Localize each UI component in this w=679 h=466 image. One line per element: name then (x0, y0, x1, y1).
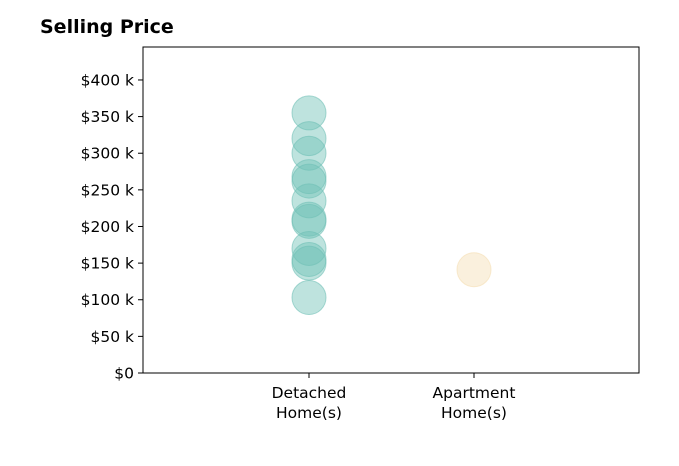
data-point (291, 159, 327, 195)
data-point (456, 252, 492, 288)
data-point (291, 245, 327, 281)
y-tick-label: $100 k (81, 291, 134, 309)
x-tick-label: Detached Home(s) (272, 384, 347, 422)
y-axis: $0 $50 k $100 k $150 k $200 k $250 k $300 k $35… (81, 71, 143, 383)
y-tick-label: $150 k (81, 255, 134, 273)
data-point (291, 280, 327, 316)
data-point (291, 183, 327, 219)
data-point (291, 203, 327, 239)
data-point (291, 230, 327, 266)
plot-frame (142, 46, 640, 374)
y-tick-label: $0 (114, 365, 134, 383)
data-point (291, 163, 327, 199)
data-point (291, 95, 327, 131)
chart-title: Selling Price (40, 16, 174, 38)
y-tick-label: $200 k (81, 218, 134, 236)
y-tick-label: $400 k (81, 71, 134, 89)
y-tick-label: $50 k (91, 328, 135, 346)
y-tick-label: $250 k (81, 181, 134, 199)
x-tick-label: Apartment Home(s) (433, 384, 516, 422)
y-tick-label: $350 k (81, 108, 134, 126)
x-axis: Detached Home(s) Apartment Home(s) (272, 373, 516, 422)
data-points (291, 95, 492, 316)
y-tick-label: $300 k (81, 145, 134, 163)
data-point (291, 121, 327, 157)
